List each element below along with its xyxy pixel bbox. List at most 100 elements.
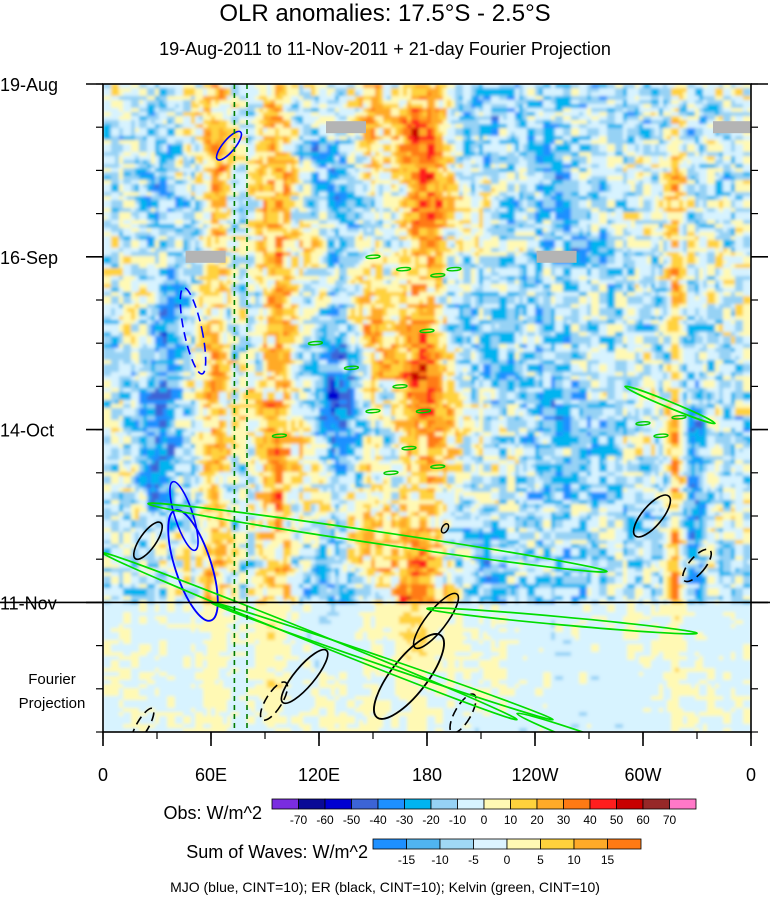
- projection-label-line2: Projection: [19, 695, 86, 712]
- waves-colorbar-tick-label: -5: [468, 853, 479, 867]
- kelvin-contour: [401, 445, 417, 451]
- obs-colorbar-tick-label: -20: [422, 813, 440, 827]
- x-tick-label: 0: [746, 765, 756, 785]
- waves-colorbar-swatch: [573, 838, 608, 850]
- olr-anomaly-field: [103, 84, 751, 732]
- er-contour: [440, 523, 450, 534]
- er-contour: [280, 648, 329, 705]
- x-tick-label: 120W: [511, 765, 558, 785]
- missing-data-patch: [326, 121, 366, 134]
- obs-colorbar-tick-label: 40: [583, 813, 597, 827]
- waves-colorbar-tick-label: 10: [567, 853, 581, 867]
- hovmoller-chart: 19-Aug 16-Sep 14-Oct 11-Nov 0 60E 120E 180 120W…: [0, 75, 770, 867]
- kelvin-contour: [430, 464, 446, 469]
- waves-colorbar-tick-label: 5: [537, 853, 544, 867]
- kelvin-contour: [365, 408, 381, 414]
- waves-colorbar-tick-label: -15: [398, 853, 416, 867]
- x-tick-label: 120E: [298, 765, 340, 785]
- mjo-contour: [215, 130, 243, 161]
- y-tick-label: 19-Aug: [0, 75, 58, 95]
- projection-label-line1: Fourier: [28, 671, 76, 688]
- obs-colorbar-swatch: [324, 798, 352, 810]
- obs-colorbar-tick-label: 60: [636, 813, 650, 827]
- obs-colorbar-swatch: [616, 798, 644, 810]
- waves-colorbar-swatch: [540, 838, 575, 850]
- obs-colorbar-tick-label: 0: [481, 813, 488, 827]
- obs-colorbar-swatch: [642, 798, 670, 810]
- waves-colorbar-swatch: [406, 838, 441, 850]
- missing-data-patch: [536, 250, 577, 263]
- mjo-contour: [273, 746, 300, 804]
- x-axis-labels: 0 60E 120E 180 120W 60W 0: [98, 765, 756, 785]
- er-contour: [412, 592, 460, 650]
- kelvin-contour: [343, 365, 360, 371]
- plot-area: 19-Aug 16-Sep 14-Oct 11-Nov 0 60E 120E 180 120W…: [0, 75, 770, 804]
- obs-colorbar-tick-label: -30: [396, 813, 414, 827]
- kelvin-contour: [430, 272, 446, 278]
- y-tick-label: 14-Oct: [0, 421, 54, 441]
- obs-colorbar-tick-label: -50: [343, 813, 361, 827]
- x-tick-label: 60W: [624, 765, 661, 785]
- obs-colorbar-tick-label: -70: [290, 813, 308, 827]
- kelvin-contour: [415, 408, 432, 414]
- obs-colorbar-label: Obs: W/m^2: [164, 803, 262, 823]
- obs-colorbar-swatch: [457, 798, 485, 810]
- er-contour: [449, 693, 477, 732]
- kelvin-contour: [147, 502, 608, 573]
- waves-colorbar-label: Sum of Waves: W/m^2: [186, 842, 368, 862]
- kelvin-contour: [653, 433, 669, 439]
- waves-colorbar-tick-label: -10: [431, 853, 449, 867]
- waves-colorbar-swatch: [506, 838, 541, 850]
- contour-legend-note: MJO (blue, CINT=10); ER (black, CINT=10)…: [0, 879, 770, 895]
- waves-colorbar-tick-label: 0: [504, 853, 511, 867]
- x-tick-label: 0: [98, 765, 108, 785]
- obs-colorbar-swatch: [510, 798, 538, 810]
- obs-colorbar-swatch: [483, 798, 511, 810]
- obs-colorbar-tick-label: 70: [663, 813, 677, 827]
- wave-contours: [103, 130, 751, 804]
- obs-colorbar-swatch: [589, 798, 617, 810]
- er-contour: [130, 707, 155, 732]
- missing-data-patch: [713, 121, 751, 134]
- kelvin-contour: [446, 266, 462, 272]
- kelvin-contour: [365, 254, 381, 260]
- kelvin-contour: [395, 266, 412, 272]
- obs-colorbar-swatch: [430, 798, 458, 810]
- axis-ticks: [86, 83, 768, 746]
- mjo-contour: [179, 286, 207, 375]
- kelvin-contour: [307, 340, 324, 346]
- kelvin-contour: [426, 607, 698, 635]
- waves-colorbar: Sum of Waves: W/m^2 -15 -10 -5 0 5 10 15: [186, 838, 642, 867]
- obs-colorbar-tick-label: 50: [610, 813, 624, 827]
- kelvin-contour: [383, 470, 399, 476]
- obs-colorbar-swatch: [536, 798, 564, 810]
- obs-colorbar: Obs: W/m^2 -70 -60 -50 -40 -30 -20 -10 0 10 20 30 4…: [164, 798, 697, 827]
- reference-lines: [233, 84, 248, 732]
- er-contour: [681, 548, 713, 583]
- kelvin-contour: [516, 712, 751, 732]
- x-tick-label: 60E: [195, 765, 227, 785]
- kelvin-contour: [392, 384, 408, 389]
- kelvin-contour: [635, 421, 651, 426]
- y-tick-label: 16-Sep: [0, 248, 58, 268]
- er-contour: [259, 681, 289, 722]
- obs-colorbar-swatch: [669, 798, 697, 810]
- obs-colorbar-swatch: [377, 798, 405, 810]
- kelvin-contour: [624, 385, 716, 425]
- missing-data-patches: [185, 121, 751, 263]
- kelvin-contour: [419, 328, 435, 334]
- chart-title: OLR anomalies: 17.5°S - 2.5°S: [0, 0, 770, 28]
- kelvin-contour: [271, 433, 288, 439]
- obs-colorbar-tick-label: 30: [557, 813, 571, 827]
- waves-colorbar-swatch: [607, 838, 642, 850]
- kelvin-contour: [671, 414, 687, 420]
- chart-subtitle: 19-Aug-2011 to 11-Nov-2011 + 21-day Four…: [0, 39, 770, 60]
- x-tick-label: 180: [412, 765, 442, 785]
- obs-colorbar-tick-label: -60: [316, 813, 334, 827]
- y-tick-label: 11-Nov: [0, 593, 57, 613]
- obs-colorbar-tick-label: -10: [449, 813, 467, 827]
- er-contour: [632, 494, 672, 538]
- waves-colorbar-swatch: [439, 838, 474, 850]
- obs-colorbar-swatch: [351, 798, 379, 810]
- er-contour: [132, 521, 164, 561]
